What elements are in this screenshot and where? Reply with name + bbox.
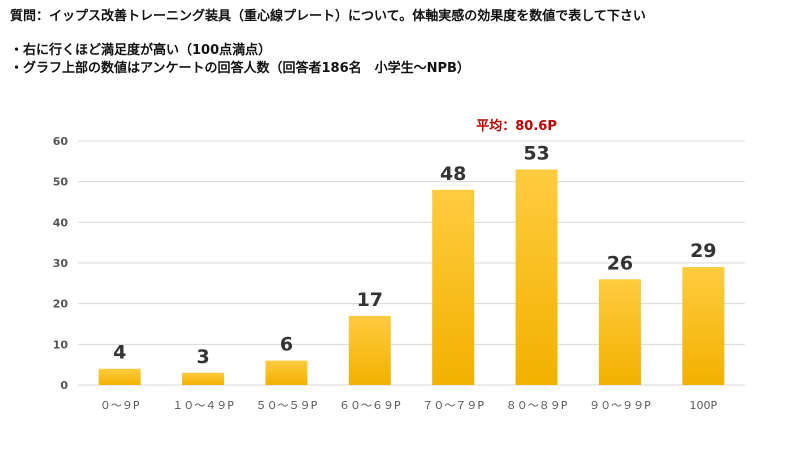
bar	[265, 360, 308, 385]
question-text: 質問：イップス改善トレーニング装具（重心線プレート）について。体軸実感の効果度を…	[10, 9, 646, 24]
y-tick-label: 40	[53, 216, 69, 229]
note-line: ・右に行くほど満足度が高い（100点満点）	[10, 43, 272, 58]
data-labels: 4 3 6 17 48 53 26 29	[113, 142, 716, 367]
y-tick-label: 10	[53, 338, 69, 351]
bar	[182, 372, 225, 385]
bar	[598, 279, 641, 385]
data-label: 17	[357, 289, 383, 311]
y-tick-label: 20	[53, 298, 69, 311]
x-tick-label: ０〜９P	[100, 399, 140, 412]
y-tick-label: 60	[53, 135, 69, 148]
data-label: 3	[196, 346, 209, 368]
data-label: 4	[113, 342, 126, 364]
gridlines	[78, 140, 745, 386]
y-tick-label: 30	[53, 257, 69, 270]
x-tick-label: ９０〜９９P	[589, 399, 651, 412]
data-label: 6	[280, 334, 293, 356]
x-axis-ticks: ０〜９P １０〜４９P ５０〜５９P ６０〜６９P ７０〜７９P ８０〜８９P ９０〜９９P…	[100, 399, 718, 412]
note-line: ・グラフ上部の数値はアンケートの回答人数（回答者186名 小学生〜NPB）	[10, 61, 470, 76]
data-label: 48	[440, 163, 466, 185]
data-label: 26	[607, 252, 633, 274]
bar	[682, 267, 725, 385]
bars	[98, 169, 725, 385]
x-tick-label: 100P	[689, 399, 717, 412]
y-tick-label: 50	[53, 176, 69, 189]
x-tick-label: １０〜４９P	[172, 399, 234, 412]
bar	[98, 368, 141, 385]
x-tick-label: ６０〜６９P	[339, 399, 401, 412]
bar	[515, 169, 558, 385]
bar	[348, 315, 391, 385]
notes: ・右に行くほど満足度が高い（100点満点） ・グラフ上部の数値はアンケートの回答…	[10, 42, 790, 78]
x-tick-label: ５０〜５９P	[256, 399, 318, 412]
x-tick-label: ７０〜７９P	[422, 399, 484, 412]
bar	[432, 189, 475, 385]
y-tick-label: 0	[60, 379, 68, 392]
y-axis-ticks: 0 10 20 30 40 50 60	[53, 135, 69, 392]
data-label: 53	[523, 142, 549, 164]
average-label: 平均：80.6P	[476, 118, 557, 134]
header: 質問：イップス改善トレーニング装具（重心線プレート）について。体軸実感の効果度を…	[10, 8, 790, 78]
x-tick-label: ８０〜８９P	[506, 399, 568, 412]
data-label: 29	[690, 240, 716, 262]
